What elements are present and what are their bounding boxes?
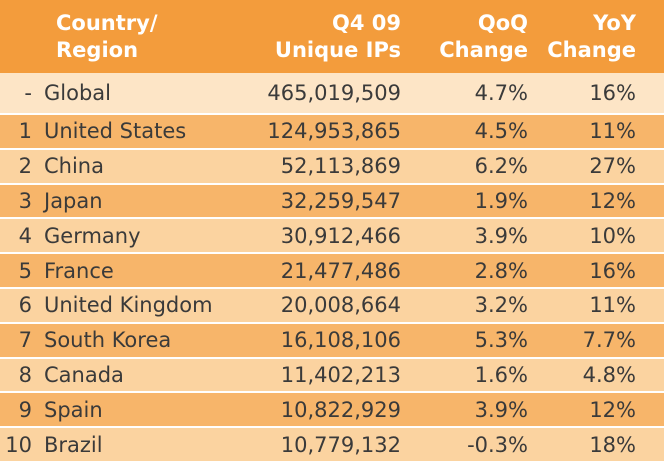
row-yoy: 12% <box>589 397 636 422</box>
header-yoy-line2: Change <box>547 38 636 62</box>
row-rank: - <box>24 81 32 106</box>
row-yoy: 12% <box>589 189 636 214</box>
row-yoy: 4.8% <box>582 363 636 387</box>
table-row: 8 Canada 11,402,213 1.6% 4.8% <box>0 358 664 394</box>
row-country: Global <box>44 81 111 106</box>
row-country: South Korea <box>44 328 172 353</box>
row-yoy: 18% <box>589 432 636 457</box>
row-country: Japan <box>44 189 103 214</box>
row-rank: 5 <box>18 258 32 283</box>
header-qoq-line2: Change <box>439 38 528 62</box>
row-rank: 6 <box>18 293 32 318</box>
row-country: United Kingdom <box>44 293 213 318</box>
row-country: France <box>44 258 114 283</box>
header-country-line1: Country/ <box>56 11 158 35</box>
table-row: - Global 465,019,509 4.7% 16% <box>0 73 664 116</box>
row-rank: 7 <box>18 328 32 353</box>
row-rank: 2 <box>18 154 32 179</box>
header-ips-line1: Q4 09 <box>332 11 401 35</box>
header-qoq-line1: QoQ <box>477 11 528 35</box>
row-country: Brazil <box>44 432 103 457</box>
row-qoq: 1.6% <box>474 363 528 387</box>
header-yoy-change: YoY Change <box>528 10 636 73</box>
row-yoy: 16% <box>589 258 636 283</box>
row-qoq: 4.7% <box>474 81 528 106</box>
row-qoq: 5.3% <box>474 328 528 353</box>
row-rank: 1 <box>18 119 32 144</box>
row-qoq: 3.9% <box>474 223 528 248</box>
row-unique-ips: 20,008,664 <box>280 293 401 318</box>
row-qoq: 3.2% <box>474 293 528 318</box>
row-yoy: 11% <box>589 293 636 318</box>
row-yoy: 16% <box>589 81 636 106</box>
row-country: Germany <box>44 223 141 248</box>
row-rank: 9 <box>18 397 32 422</box>
row-qoq: 1.9% <box>474 189 528 214</box>
row-qoq: 2.8% <box>474 258 528 283</box>
row-yoy: 7.7% <box>582 328 636 353</box>
row-unique-ips: 16,108,106 <box>280 328 401 353</box>
row-rank: 3 <box>18 189 32 214</box>
table-row: 10 Brazil 10,779,132 -0.3% 18% <box>0 428 664 463</box>
header-country-line2: Region <box>56 38 139 62</box>
row-country: Canada <box>44 363 124 387</box>
header-ips-line2: Unique IPs <box>274 38 401 62</box>
row-unique-ips: 124,953,865 <box>267 119 401 144</box>
row-country: Spain <box>44 397 103 422</box>
table-header: Country/ Region Q4 09 Unique IPs QoQ Cha… <box>0 0 664 74</box>
row-unique-ips: 52,113,869 <box>280 154 401 179</box>
row-rank: 4 <box>18 223 32 248</box>
row-country: United States <box>44 119 187 144</box>
table-body: - Global 465,019,509 4.7% 16% 1 United S… <box>0 73 664 463</box>
header-country: Country/ Region <box>0 10 236 73</box>
row-yoy: 10% <box>589 223 636 248</box>
row-qoq: -0.3% <box>467 432 528 457</box>
row-rank: 10 <box>5 432 32 457</box>
table-row: 4 Germany 30,912,466 3.9% 10% <box>0 219 664 255</box>
table-row: 6 United Kingdom 20,008,664 3.2% 11% <box>0 289 664 324</box>
row-unique-ips: 10,779,132 <box>280 432 401 457</box>
table-row: 3 Japan 32,259,547 1.9% 12% <box>0 184 664 220</box>
table-row: 5 France 21,477,486 2.8% 16% <box>0 254 664 290</box>
header-qoq-change: QoQ Change <box>401 10 528 73</box>
row-unique-ips: 465,019,509 <box>267 81 401 106</box>
table-row: 7 South Korea 16,108,106 5.3% 7.7% <box>0 323 664 359</box>
table-row: 9 Spain 10,822,929 3.9% 12% <box>0 393 664 429</box>
header-yoy-line1: YoY <box>593 11 636 35</box>
row-yoy: 11% <box>589 119 636 144</box>
row-unique-ips: 11,402,213 <box>280 363 401 387</box>
row-unique-ips: 32,259,547 <box>280 189 401 214</box>
row-qoq: 6.2% <box>474 154 528 179</box>
row-country: China <box>44 154 104 179</box>
row-yoy: 27% <box>589 154 636 179</box>
table-row: 2 China 52,113,869 6.2% 27% <box>0 149 664 185</box>
row-unique-ips: 10,822,929 <box>280 397 401 422</box>
row-qoq: 3.9% <box>474 397 528 422</box>
row-rank: 8 <box>18 363 32 387</box>
row-unique-ips: 21,477,486 <box>280 258 401 283</box>
row-unique-ips: 30,912,466 <box>280 223 401 248</box>
row-qoq: 4.5% <box>474 119 528 144</box>
table-row: 1 United States 124,953,865 4.5% 11% <box>0 115 664 150</box>
header-unique-ips: Q4 09 Unique IPs <box>236 10 401 73</box>
